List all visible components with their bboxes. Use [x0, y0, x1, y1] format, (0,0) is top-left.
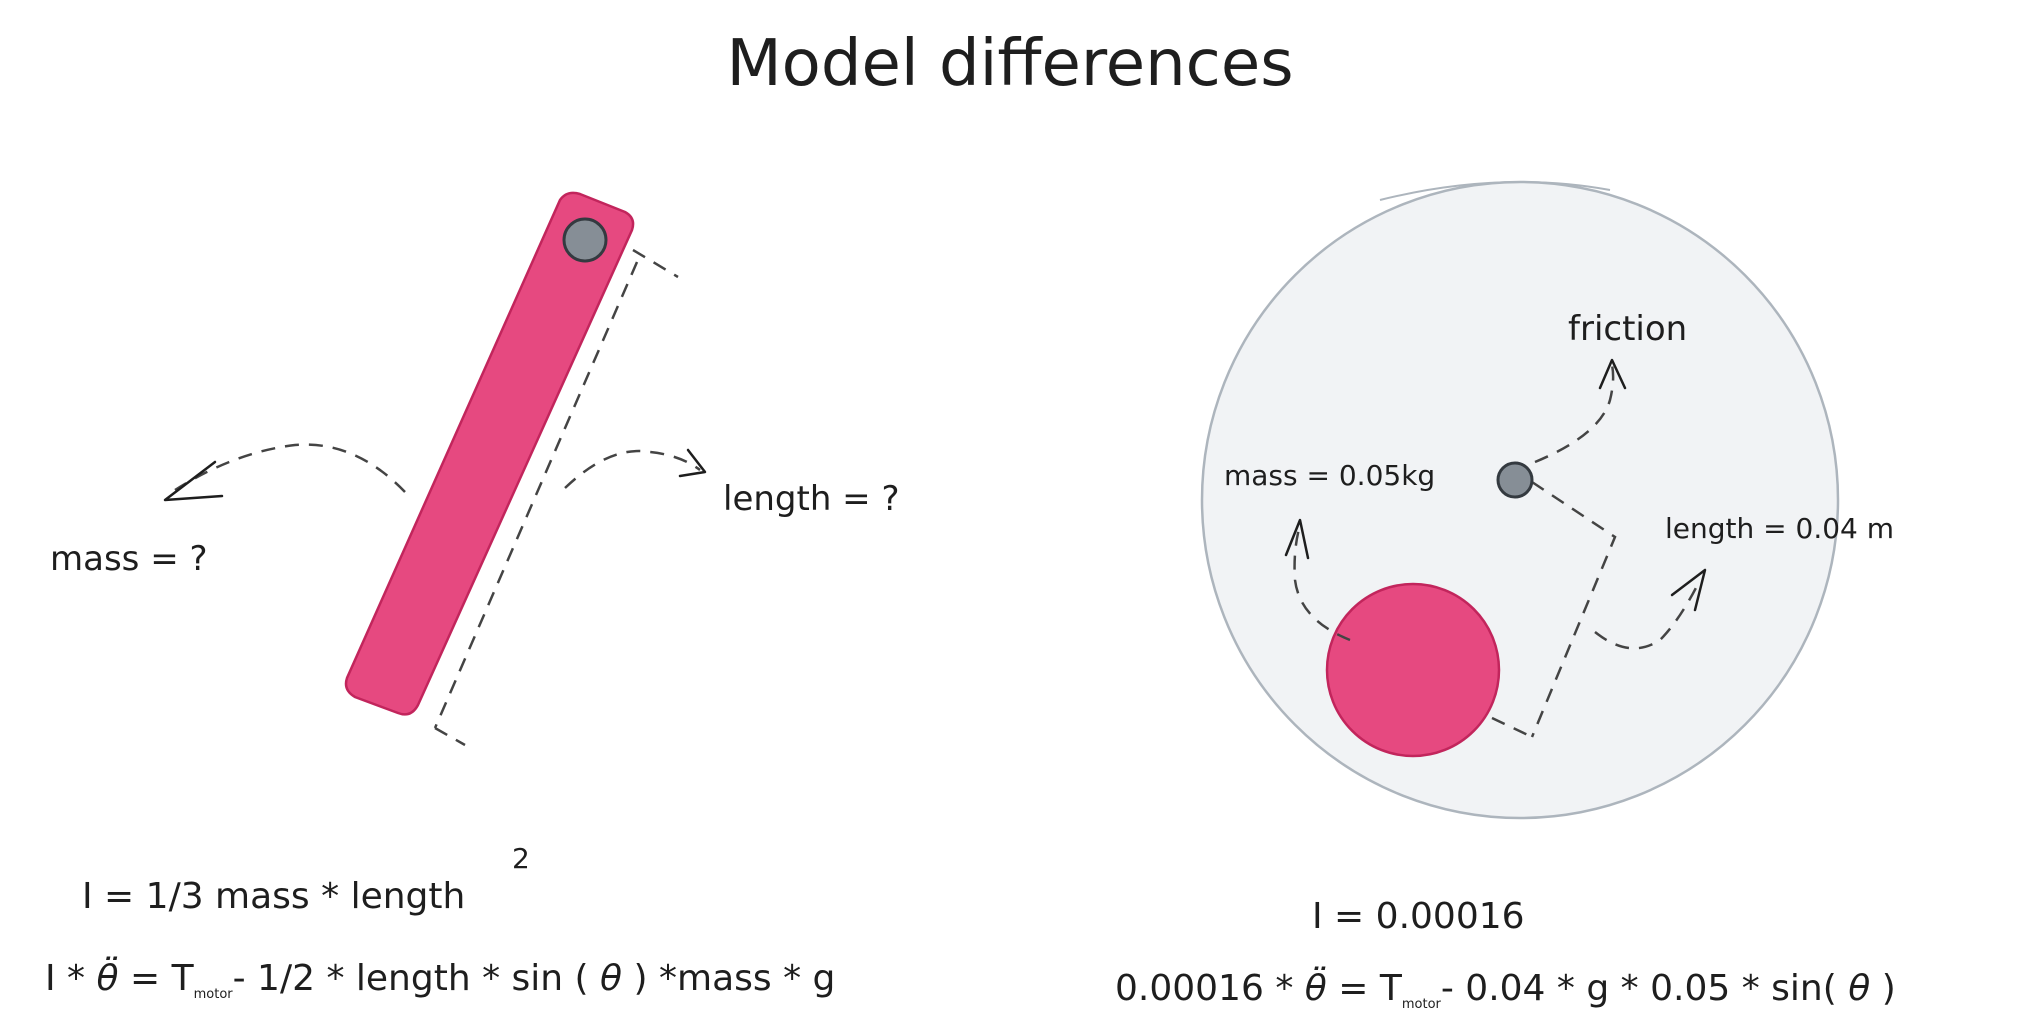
point-mass-model: friction mass = 0.05kg length = 0.04 m: [1200, 180, 1894, 820]
point-dynamics-equation: 0.00016 * θ̈ = Tmotor- 0.04 * g * 0.05 *…: [1115, 965, 1896, 1012]
rod-pivot: [562, 217, 608, 263]
mass-arrowhead-right-icon: [1284, 518, 1310, 560]
pendulum-pivot: [1496, 461, 1534, 499]
page-title: Model differences: [726, 27, 1293, 101]
mass-arrow-left: [174, 443, 406, 493]
friction-arrow: [1534, 364, 1615, 464]
bob-mass-label: mass = 0.05kg: [1224, 459, 1435, 492]
bob-length-label: length = 0.04 m: [1665, 512, 1894, 545]
friction-label: friction: [1568, 309, 1687, 349]
rod-inertia-equation: I = 1/3 mass * length: [82, 876, 465, 917]
background-circle-sketch: [1379, 181, 1611, 201]
point-mass-equations: I = 0.00016 0.00016 * θ̈ = Tmotor- 0.04 …: [1115, 896, 1896, 1012]
pink-bob: [1325, 582, 1501, 758]
rod-model: mass = ? length = ?: [50, 191, 900, 747]
pendulum-arm-dimension: [1491, 480, 1617, 739]
rod-inertia-exponent: 2: [512, 842, 530, 875]
rod-mass-label: mass = ?: [50, 539, 208, 579]
rod-length-dimension: [433, 248, 679, 747]
rod-equations: I = 1/3 mass * length 2 I * θ̈ = Tmotor-…: [45, 842, 835, 1002]
rod-length-label: length = ?: [723, 479, 900, 519]
length-arrowhead-left-icon: [678, 448, 707, 478]
mass-arrowhead-left-icon: [163, 460, 224, 502]
mass-arrow-right: [1293, 524, 1351, 642]
point-inertia-equation: I = 0.00016: [1312, 896, 1525, 937]
rod-dynamics-equation: I * θ̈ = Tmotor- 1/2 * length * sin ( θ …: [45, 955, 835, 1002]
friction-arrowhead-icon: [1598, 358, 1627, 390]
length-arrowhead-right-icon: [1670, 568, 1707, 612]
length-arrow-left: [564, 449, 701, 489]
pink-rod: [344, 191, 635, 716]
background-circle: [1200, 180, 1840, 820]
